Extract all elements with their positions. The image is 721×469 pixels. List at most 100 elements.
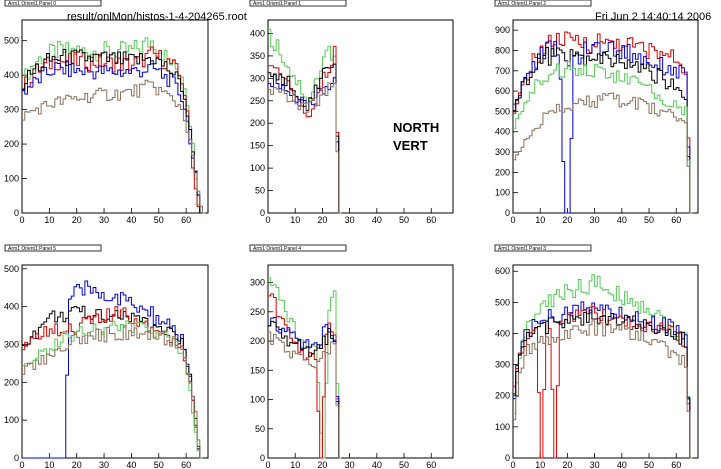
x-tick-label: 10 <box>44 460 54 469</box>
y-tick-label: 100 <box>250 163 265 173</box>
y-tick-label: 300 <box>4 105 19 115</box>
series-line-black <box>268 320 342 459</box>
series-line-blue <box>513 40 693 214</box>
x-tick-label: 40 <box>126 215 136 225</box>
annotation-north: NORTH <box>393 120 440 135</box>
series-line-red <box>513 306 693 459</box>
x-tick-label: 0 <box>19 460 24 469</box>
x-tick-label: 50 <box>154 460 164 469</box>
x-tick-label: 50 <box>644 460 654 469</box>
x-tick-label: 60 <box>181 460 191 469</box>
x-tick-label: 40 <box>617 460 627 469</box>
series-line-brown <box>268 82 342 214</box>
x-tick-label: 30 <box>99 460 109 469</box>
x-tick-label: 40 <box>126 460 136 469</box>
x-tick-label: 40 <box>372 460 382 469</box>
x-tick-label: 60 <box>426 215 436 225</box>
x-tick-label: 50 <box>644 215 654 225</box>
plot-frame <box>21 19 209 214</box>
x-tick-label: 20 <box>562 460 572 469</box>
x-tick-label: 60 <box>181 215 191 225</box>
x-tick-label: 10 <box>535 215 545 225</box>
y-tick-label: 0 <box>505 208 510 218</box>
y-tick-label: 350 <box>250 51 265 61</box>
y-tick-label: 400 <box>4 302 19 312</box>
y-tick-label: 400 <box>4 70 19 80</box>
y-tick-label: 150 <box>250 365 265 375</box>
y-tick-label: 300 <box>250 73 265 83</box>
y-tick-label: 700 <box>495 66 510 76</box>
y-tick-label: 50 <box>255 424 265 434</box>
y-tick-label: 500 <box>4 36 19 46</box>
y-tick-label: 200 <box>4 377 19 387</box>
series-line-green <box>513 61 693 214</box>
series-line-brown <box>22 79 206 214</box>
y-tick-label: 200 <box>4 139 19 149</box>
series-line-brown <box>268 331 342 459</box>
y-tick-label: 100 <box>4 174 19 184</box>
y-tick-label: 250 <box>250 96 265 106</box>
y-tick-label: 400 <box>495 328 510 338</box>
series-line-blue <box>22 280 203 459</box>
x-tick-label: 10 <box>44 215 54 225</box>
x-tick-label: 0 <box>265 460 270 469</box>
y-tick-label: 0 <box>14 453 19 463</box>
y-tick-label: 0 <box>260 453 265 463</box>
x-tick-label: 20 <box>317 215 327 225</box>
panel-title: Arm1 Orient1 Panel 5 <box>8 246 56 252</box>
y-tick-label: 400 <box>250 28 265 38</box>
y-tick-label: 500 <box>495 297 510 307</box>
y-tick-label: 100 <box>250 395 265 405</box>
panel-title: Arm1 Orient1 Panel 0 <box>8 1 56 7</box>
y-tick-label: 400 <box>495 127 510 137</box>
plot-frame <box>512 19 699 214</box>
x-tick-label: 10 <box>535 460 545 469</box>
x-tick-label: 50 <box>399 460 409 469</box>
y-tick-label: 300 <box>250 278 265 288</box>
y-tick-label: 600 <box>495 266 510 276</box>
panel-title: Arm1 Orient1 Panel 4 <box>253 246 301 252</box>
y-tick-label: 300 <box>495 360 510 370</box>
y-tick-label: 0 <box>14 208 19 218</box>
panel-title: Arm1 Orient1 Panel 2 <box>498 1 546 7</box>
panel-title: Arm1 Orient1 Panel 3 <box>498 246 546 252</box>
y-tick-label: 200 <box>495 391 510 401</box>
y-tick-label: 200 <box>495 167 510 177</box>
x-tick-label: 30 <box>345 460 355 469</box>
annotation-vert: VERT <box>393 138 428 153</box>
panel-title-box <box>4 0 102 7</box>
series-line-red <box>268 293 342 459</box>
panel-title-box <box>249 244 347 252</box>
series-line-blue <box>22 60 203 214</box>
x-tick-label: 20 <box>72 215 82 225</box>
plot-frame <box>267 264 454 459</box>
x-tick-label: 50 <box>399 215 409 225</box>
y-tick-label: 50 <box>255 186 265 196</box>
panel-title-box <box>4 244 102 252</box>
y-tick-label: 500 <box>4 264 19 274</box>
y-tick-label: 200 <box>250 336 265 346</box>
plot-frame <box>21 264 209 459</box>
x-tick-label: 40 <box>617 215 627 225</box>
y-tick-label: 800 <box>495 45 510 55</box>
x-tick-label: 60 <box>671 215 681 225</box>
x-tick-label: 10 <box>290 460 300 469</box>
panel-title: Arm1 Orient1 Panel 1 <box>253 1 301 7</box>
series-line-brown <box>513 320 693 459</box>
y-tick-label: 500 <box>495 106 510 116</box>
panel-title-box <box>249 0 347 7</box>
x-tick-label: 20 <box>72 460 82 469</box>
y-tick-label: 150 <box>250 141 265 151</box>
series-line-brown <box>513 92 693 214</box>
x-tick-label: 30 <box>345 215 355 225</box>
series-line-black <box>268 63 342 214</box>
series-line-black <box>513 309 693 459</box>
panel-title-box <box>494 244 592 252</box>
x-tick-label: 50 <box>154 215 164 225</box>
y-tick-label: 200 <box>250 118 265 128</box>
y-tick-label: 600 <box>495 86 510 96</box>
y-tick-label: 300 <box>4 339 19 349</box>
y-tick-label: 300 <box>495 147 510 157</box>
series-line-green <box>268 28 342 214</box>
